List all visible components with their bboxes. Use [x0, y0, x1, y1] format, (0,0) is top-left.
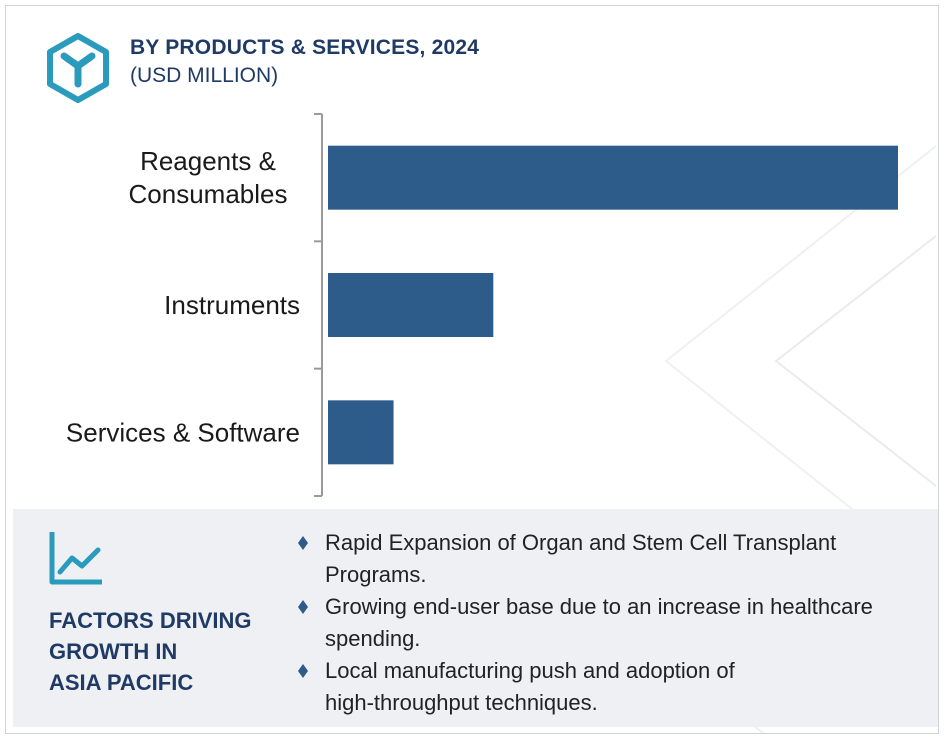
diamond-bullet-icon: [298, 664, 308, 678]
factor-text-line: Growing end-user base due to an increase…: [325, 594, 873, 619]
factor-text-line: high-throughput techniques.: [325, 690, 598, 715]
infographic-card: BY PRODUCTS & SERVICES, 2024 (USD MILLIO…: [5, 5, 939, 734]
bar: [328, 400, 394, 465]
growth-factors-panel: FACTORS DRIVING GROWTH IN ASIA PACIFIC R…: [13, 509, 938, 727]
chart-title: BY PRODUCTS & SERVICES, 2024: [130, 36, 480, 59]
bar: [328, 273, 494, 337]
factor-item: Local manufacturing push and adoption of…: [296, 655, 926, 719]
factors-title-line: FACTORS DRIVING: [49, 608, 252, 633]
factor-text-line: Rapid Expansion of Organ and Stem Cell T…: [325, 530, 837, 555]
diamond-bullet-icon: [298, 600, 308, 614]
factors-title: FACTORS DRIVING GROWTH IN ASIA PACIFIC: [49, 605, 279, 698]
chart-subtitle: (USD MILLION): [130, 64, 279, 87]
trend-chart-icon: [49, 532, 102, 585]
factor-item: Rapid Expansion of Organ and Stem Cell T…: [296, 527, 926, 591]
category-label: Reagents &: [140, 146, 276, 176]
factor-text-line: Programs.: [325, 562, 427, 587]
category-label: Services & Software: [66, 417, 300, 447]
bar-chart: Reagents &Consumables Instruments Services…: [66, 113, 898, 497]
factor-text-line: spending.: [325, 626, 421, 651]
category-label: Instruments: [164, 290, 300, 320]
factor-text-line: Local manufacturing push and adoption of: [325, 658, 735, 683]
diamond-bullet-icon: [298, 536, 308, 550]
hexagon-y-logo-icon: [47, 33, 109, 103]
factors-list: Rapid Expansion of Organ and Stem Cell T…: [296, 527, 926, 719]
factor-item: Growing end-user base due to an increase…: [296, 591, 926, 655]
factors-title-line: GROWTH IN: [49, 639, 178, 664]
factors-title-line: ASIA PACIFIC: [49, 670, 194, 695]
category-label: Consumables: [129, 179, 288, 209]
bar: [328, 145, 898, 210]
